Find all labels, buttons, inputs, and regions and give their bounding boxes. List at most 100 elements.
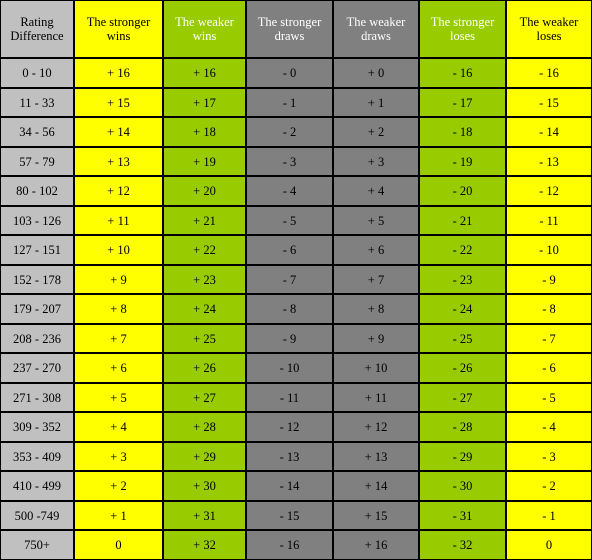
cell-stronger-wins: + 2 (75, 472, 162, 500)
cell-stronger-draws: - 11 (247, 384, 332, 411)
cell-stronger-draws: - 4 (247, 177, 332, 205)
cell-stronger-loses: - 22 (420, 236, 505, 264)
cell-weaker-loses: - 7 (507, 325, 591, 352)
cell-rating-difference: 353 - 409 (1, 443, 73, 470)
cell-weaker-draws: + 15 (334, 502, 418, 529)
cell-weaker-loses: 0 (507, 531, 591, 559)
cell-rating-difference: 271 - 308 (1, 384, 73, 411)
cell-weaker-wins: + 18 (164, 118, 245, 146)
cell-stronger-wins: + 7 (75, 325, 162, 352)
cell-stronger-draws: - 6 (247, 236, 332, 264)
cell-stronger-wins: 0 (75, 531, 162, 559)
cell-stronger-draws: - 10 (247, 354, 332, 382)
header-stronger-wins: The stronger wins (75, 1, 162, 57)
cell-rating-difference: 500 -749 (1, 502, 73, 529)
header-stronger-loses: The stronger loses (420, 1, 505, 57)
cell-stronger-wins: + 16 (75, 59, 162, 87)
cell-weaker-loses: - 9 (507, 266, 591, 293)
cell-weaker-draws: + 11 (334, 384, 418, 411)
cell-weaker-loses: - 13 (507, 148, 591, 175)
cell-stronger-draws: - 8 (247, 295, 332, 323)
cell-weaker-wins: + 25 (164, 325, 245, 352)
cell-stronger-loses: - 24 (420, 295, 505, 323)
cell-weaker-loses: - 1 (507, 502, 591, 529)
cell-weaker-loses: - 6 (507, 354, 591, 382)
cell-rating-difference: 750+ (1, 531, 73, 559)
header-stronger-draws: The stronger draws (247, 1, 332, 57)
cell-weaker-loses: - 12 (507, 177, 591, 205)
cell-weaker-draws: + 8 (334, 295, 418, 323)
cell-stronger-wins: + 13 (75, 148, 162, 175)
cell-rating-difference: 309 - 352 (1, 413, 73, 441)
cell-weaker-loses: - 14 (507, 118, 591, 146)
cell-weaker-draws: + 4 (334, 177, 418, 205)
cell-stronger-wins: + 6 (75, 354, 162, 382)
cell-rating-difference: 103 - 126 (1, 207, 73, 234)
cell-weaker-wins: + 20 (164, 177, 245, 205)
cell-weaker-draws: + 6 (334, 236, 418, 264)
cell-stronger-wins: + 4 (75, 413, 162, 441)
cell-rating-difference: 152 - 178 (1, 266, 73, 293)
cell-rating-difference: 127 - 151 (1, 236, 73, 264)
cell-rating-difference: 11 - 33 (1, 89, 73, 116)
cell-stronger-loses: - 21 (420, 207, 505, 234)
cell-stronger-wins: + 10 (75, 236, 162, 264)
cell-stronger-wins: + 1 (75, 502, 162, 529)
cell-stronger-loses: - 29 (420, 443, 505, 470)
cell-stronger-wins: + 5 (75, 384, 162, 411)
cell-stronger-draws: - 16 (247, 531, 332, 559)
cell-weaker-draws: + 3 (334, 148, 418, 175)
cell-weaker-draws: + 16 (334, 531, 418, 559)
cell-weaker-draws: + 12 (334, 413, 418, 441)
cell-stronger-draws: - 12 (247, 413, 332, 441)
cell-weaker-draws: + 1 (334, 89, 418, 116)
cell-stronger-loses: - 18 (420, 118, 505, 146)
cell-rating-difference: 179 - 207 (1, 295, 73, 323)
cell-stronger-wins: + 14 (75, 118, 162, 146)
cell-weaker-draws: + 2 (334, 118, 418, 146)
cell-weaker-draws: + 14 (334, 472, 418, 500)
cell-weaker-wins: + 17 (164, 89, 245, 116)
cell-weaker-wins: + 24 (164, 295, 245, 323)
cell-stronger-loses: - 30 (420, 472, 505, 500)
cell-stronger-draws: - 2 (247, 118, 332, 146)
cell-weaker-loses: - 15 (507, 89, 591, 116)
cell-stronger-wins: + 8 (75, 295, 162, 323)
cell-weaker-loses: - 11 (507, 207, 591, 234)
cell-weaker-draws: + 9 (334, 325, 418, 352)
cell-stronger-draws: - 14 (247, 472, 332, 500)
cell-weaker-loses: - 8 (507, 295, 591, 323)
cell-weaker-wins: + 31 (164, 502, 245, 529)
cell-weaker-wins: + 22 (164, 236, 245, 264)
cell-weaker-wins: + 21 (164, 207, 245, 234)
cell-weaker-wins: + 23 (164, 266, 245, 293)
cell-stronger-loses: - 32 (420, 531, 505, 559)
cell-stronger-loses: - 26 (420, 354, 505, 382)
cell-weaker-wins: + 32 (164, 531, 245, 559)
cell-stronger-loses: - 16 (420, 59, 505, 87)
cell-weaker-loses: - 4 (507, 413, 591, 441)
header-weaker-wins: The weaker wins (164, 1, 245, 57)
cell-weaker-wins: + 29 (164, 443, 245, 470)
header-weaker-loses: The weaker loses (507, 1, 591, 57)
cell-rating-difference: 208 - 236 (1, 325, 73, 352)
cell-stronger-loses: - 31 (420, 502, 505, 529)
cell-rating-difference: 410 - 499 (1, 472, 73, 500)
cell-stronger-wins: + 11 (75, 207, 162, 234)
cell-weaker-draws: + 7 (334, 266, 418, 293)
cell-weaker-wins: + 26 (164, 354, 245, 382)
cell-stronger-draws: - 13 (247, 443, 332, 470)
cell-rating-difference: 57 - 79 (1, 148, 73, 175)
cell-stronger-draws: - 15 (247, 502, 332, 529)
cell-stronger-loses: - 23 (420, 266, 505, 293)
cell-rating-difference: 0 - 10 (1, 59, 73, 87)
cell-weaker-loses: - 16 (507, 59, 591, 87)
cell-weaker-wins: + 28 (164, 413, 245, 441)
cell-stronger-wins: + 9 (75, 266, 162, 293)
cell-weaker-wins: + 27 (164, 384, 245, 411)
cell-stronger-draws: - 0 (247, 59, 332, 87)
cell-stronger-draws: - 9 (247, 325, 332, 352)
cell-weaker-loses: - 3 (507, 443, 591, 470)
cell-rating-difference: 80 - 102 (1, 177, 73, 205)
